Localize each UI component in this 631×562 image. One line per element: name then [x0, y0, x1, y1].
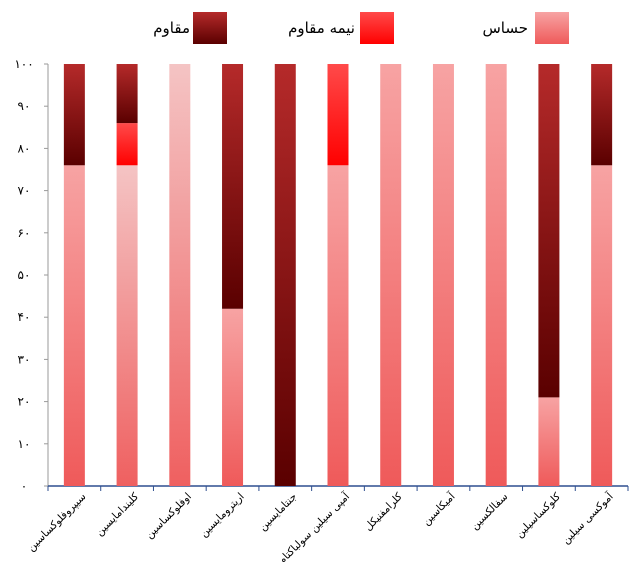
x-tick-label: کلوکساسیلین	[513, 491, 563, 541]
legend-label: مقاوم	[153, 19, 190, 37]
bar-segment	[116, 165, 138, 486]
x-tick-label: کلیندامایسین	[93, 491, 141, 539]
bar-stack	[169, 64, 191, 486]
legend-swatch	[535, 12, 569, 44]
y-tick-label: ۹۰	[18, 99, 31, 113]
y-tick-label: ۷۰	[18, 184, 31, 198]
x-tick-label: اوفلوکساسین	[143, 491, 194, 542]
bar-segment	[538, 397, 560, 486]
y-tick-label: ۴۰	[18, 310, 31, 324]
bar-segment	[327, 165, 349, 486]
y-tick-label: ۰	[21, 479, 27, 493]
x-tick-label: آموکسی سیلین	[559, 489, 616, 546]
bar-stack	[63, 64, 85, 486]
bar-stack	[591, 64, 613, 486]
y-tick-label: ۸۰	[18, 141, 31, 155]
legend-label: نیمه مقاوم	[288, 19, 355, 37]
bar-segment	[591, 64, 613, 166]
x-tick-label: سفالکسین	[469, 491, 511, 533]
y-tick-label: ۱۰	[18, 437, 31, 451]
legend-swatch	[360, 12, 394, 44]
y-tick-label: ۲۰	[18, 395, 31, 409]
bar-stack	[116, 64, 138, 486]
bar-segment	[538, 64, 560, 398]
bar-segment	[116, 64, 138, 124]
bar-segment	[432, 64, 454, 486]
x-tick-label: سیپروفلوکساسین	[25, 491, 88, 554]
x-tick-label: آمیکاسین	[420, 489, 459, 528]
bar-segment	[222, 64, 244, 309]
bar-segment	[169, 64, 191, 486]
bar-segment	[380, 64, 402, 486]
x-tick-label: جنتامایسین	[257, 491, 300, 534]
bar-stack	[222, 64, 244, 486]
bars	[63, 64, 613, 486]
bar-stack	[538, 64, 560, 486]
bar-stack	[274, 64, 296, 486]
bar-segment	[222, 308, 244, 486]
y-tick-label: ۱۰۰	[14, 57, 33, 71]
bar-segment	[485, 64, 507, 486]
legend-swatch	[193, 12, 227, 44]
y-tick-label: ۶۰	[18, 226, 31, 240]
bar-segment	[327, 64, 349, 166]
bar-stack	[380, 64, 402, 486]
bar-stack	[432, 64, 454, 486]
legend-item: مقاوم	[153, 12, 227, 44]
bar-segment	[274, 64, 296, 486]
legend: مقاوم نیمه مقاوم حساس	[153, 12, 569, 44]
bar-segment	[116, 123, 138, 166]
x-tick-label: اریترومایسین	[198, 491, 247, 540]
bar-stack	[327, 64, 349, 486]
y-tick-label: ۵۰	[18, 268, 31, 282]
axes: ۰ ۱۰ ۲۰ ۳۰ ۴۰ ۵۰ ۶۰ ۷۰ ۸۰ ۹۰ ۱۰۰	[14, 57, 629, 493]
x-tick-label: کلرامفنیکل	[362, 491, 405, 534]
bar-stack	[485, 64, 507, 486]
bar-segment	[63, 165, 85, 486]
bar-segment	[63, 64, 85, 166]
bar-segment	[591, 165, 613, 486]
legend-item: نیمه مقاوم	[288, 12, 394, 44]
category-labels: سیپروفلوکساسین کلیندامایسین اوفلوکساسین اری…	[25, 489, 616, 562]
legend-label: حساس	[482, 19, 528, 37]
legend-item: حساس	[482, 12, 569, 44]
y-tick-label: ۳۰	[18, 352, 31, 366]
